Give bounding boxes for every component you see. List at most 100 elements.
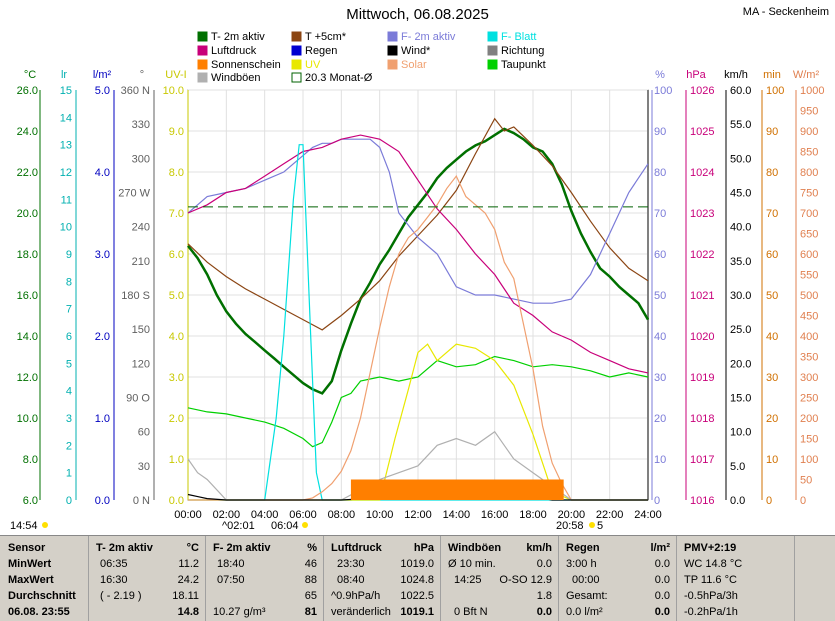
axis-tick-press: 1018 — [690, 413, 714, 425]
axis-tick-solar: 800 — [800, 167, 818, 179]
axis-tick-uv: 3.0 — [169, 372, 184, 384]
axis-tick-lr: 5 — [66, 358, 72, 370]
legend-label: F- Blatt — [501, 31, 536, 43]
axis-tick-press: 1022 — [690, 249, 714, 261]
axis-tick-wind: 60.0 — [730, 85, 751, 97]
axis-tick-uv: 6.0 — [169, 249, 184, 261]
axis-unit-hum: % — [655, 69, 665, 81]
axis-tick-lr: 11 — [61, 194, 72, 206]
axis-tick-wind: 5.0 — [730, 461, 745, 473]
axis-tick-solar: 350 — [800, 352, 818, 364]
series-sunshine — [350, 479, 564, 500]
series-line — [187, 117, 649, 331]
stats-temp-current: 14.8 — [177, 606, 199, 618]
axis-tick-dir: 210 — [132, 256, 150, 268]
legend-label: F- 2m aktiv — [401, 31, 456, 43]
axis-tick-min: 90 — [766, 126, 778, 138]
stats-temp-unit: °C — [186, 542, 199, 554]
series-line — [188, 174, 648, 501]
axis-tick-temp: 14.0 — [17, 331, 38, 343]
sunrise-label: 06:04 — [271, 520, 299, 532]
series-line — [187, 430, 648, 501]
legend-label: Richtung — [501, 45, 544, 57]
axis-tick-solar: 600 — [800, 249, 818, 261]
axis-tick-wind: 35.0 — [730, 256, 751, 268]
axis-unit-lr: lr — [61, 69, 67, 81]
axis-tick-solar: 700 — [800, 208, 818, 220]
axis-tick-min: 70 — [766, 208, 778, 220]
axis-tick-dir: 60 — [138, 427, 150, 439]
axis-tick-hum: 10 — [654, 454, 666, 466]
stats-temp-col: T- 2m aktiv °C 06:35 11.2 16:30 24.2 ( -… — [88, 536, 206, 621]
stats-press-current: 1019.1 — [400, 606, 434, 618]
stats-wind-max-time: 14:25 — [454, 574, 482, 586]
axis-tick-dir: 330 — [132, 119, 150, 131]
stats-sensor-title: Sensor — [8, 542, 46, 554]
axis-tick-lr: 1 — [66, 468, 72, 480]
axis-tick-uv: 1.0 — [169, 454, 184, 466]
axis-tick-wind: 10.0 — [730, 427, 751, 439]
axis-tick-rain: 2.0 — [95, 331, 110, 343]
axis-tick-dir: 0 N — [133, 495, 150, 507]
stats-rain-since: 0.0 — [654, 574, 670, 586]
stats-press-min-time: 23:30 — [337, 558, 365, 570]
stats-rain-period: 3:00 h — [566, 558, 597, 570]
legend-swatch — [197, 31, 208, 42]
x-tick-label: 22:00 — [596, 509, 624, 521]
stats-hum-abs: 10.27 g/m³ — [213, 606, 266, 618]
axis-tick-solar: 100 — [800, 454, 818, 466]
stats-temp-max: 24.2 — [177, 574, 199, 586]
axis-tick-hum: 20 — [654, 413, 666, 425]
stats-press-avg: 1022.5 — [400, 590, 434, 602]
axis-tick-temp: 12.0 — [17, 372, 38, 384]
axis-unit-uv: UV-I — [165, 69, 186, 81]
stats-rain-unit: l/m² — [650, 542, 670, 554]
axis-tick-solar: 1000 — [800, 85, 824, 97]
axis-tick-dir: 300 — [132, 153, 150, 165]
axis-tick-lr: 2 — [66, 440, 72, 452]
stats-dewpoint: TP 11.6 °C — [684, 574, 737, 586]
axis-tick-solar: 750 — [800, 188, 818, 200]
legend-swatch — [197, 72, 208, 83]
axis-tick-hum: 100 — [654, 85, 672, 97]
axis-tick-solar: 400 — [800, 331, 818, 343]
axis-tick-uv: 4.0 — [169, 331, 184, 343]
legend-swatch — [487, 59, 498, 70]
sun-marker-icon — [589, 522, 595, 528]
axis-tick-press: 1019 — [690, 372, 714, 384]
stats-pmv-col: PMV+2:19 WC 14.8 °C TP 11.6 °C -0.5hPa/3… — [676, 536, 795, 621]
axis-tick-uv: 5.0 — [169, 290, 184, 302]
axis-tick-hum: 90 — [654, 126, 666, 138]
axis-tick-temp: 10.0 — [17, 413, 38, 425]
axis-tick-min: 30 — [766, 372, 778, 384]
stats-hum-unit: % — [307, 542, 317, 554]
stats-hum-avg: 65 — [304, 590, 317, 602]
axis-tick-rain: 0.0 — [95, 495, 110, 507]
stats-press-trend: ^0.9hPa/h — [331, 590, 381, 602]
stats-temp-max-time: 16:30 — [100, 574, 128, 586]
axis-tick-press: 1016 — [690, 495, 714, 507]
axis-unit-solar: W/m² — [793, 69, 820, 81]
axis-tick-solar: 950 — [800, 106, 818, 118]
stats-rain-rate: 0.0 l/m² — [566, 606, 603, 618]
series-line — [187, 355, 649, 448]
axis-tick-dir: 30 — [138, 461, 150, 473]
axis-unit-temp: °C — [24, 69, 36, 81]
legend-label: Taupunkt — [501, 59, 546, 71]
series-line — [188, 144, 648, 501]
station-name: MA - Seckenheim — [742, 6, 829, 18]
axis-tick-temp: 20.0 — [17, 208, 38, 220]
series-line — [188, 343, 648, 501]
stats-hum-max: 88 — [304, 574, 317, 586]
axis-unit-rain: l/m² — [93, 69, 112, 81]
stats-press-unit: hPa — [413, 542, 434, 554]
stats-wind-col: Windböen km/h Ø 10 min. 0.0 14:25 O-SO 1… — [440, 536, 559, 621]
weather-chart: °C26.024.022.020.018.016.014.012.010.08.… — [10, 31, 824, 532]
stats-rain-time: 00:00 — [572, 574, 600, 586]
axis-tick-temp: 8.0 — [23, 454, 38, 466]
axis-tick-min: 50 — [766, 290, 778, 302]
axis-tick-lr: 8 — [66, 276, 72, 288]
axis-tick-lr: 15 — [60, 85, 72, 97]
stats-press-min: 1019.0 — [400, 558, 434, 570]
moonset-label: ^02:01 — [222, 520, 255, 532]
